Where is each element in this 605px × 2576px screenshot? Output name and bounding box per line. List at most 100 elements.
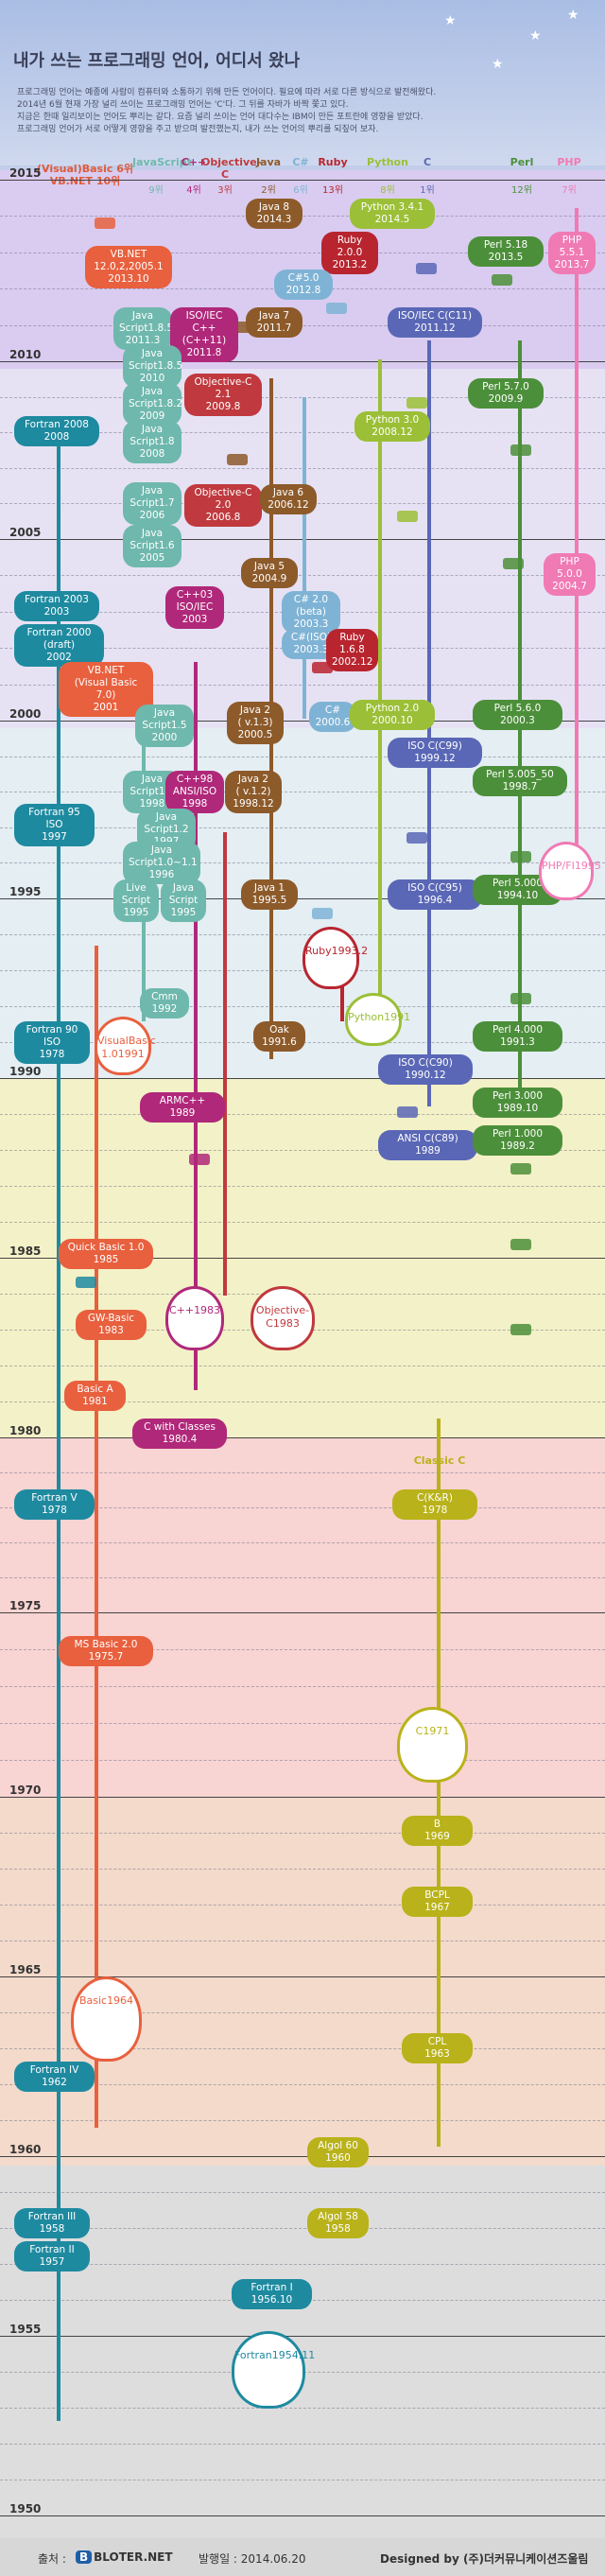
year-gridline [0, 252, 605, 253]
decade-line [0, 1612, 605, 1613]
version-node: Algol 58 1958 [307, 2208, 369, 2238]
version-node: Java Script1.7 2006 [123, 482, 182, 525]
description-line: 프로그래밍 언어는 예종에 사람이 컴퓨터와 소통하기 위해 만든 언어이다. … [17, 88, 437, 97]
decade-line [0, 361, 605, 362]
language-rank: 1위 [420, 185, 435, 196]
version-node: Fortran V 1978 [14, 1489, 95, 1520]
year-gridline [0, 1401, 605, 1402]
version-node: Java Script1.6 2005 [123, 525, 182, 567]
year-gridline [0, 1472, 605, 1473]
origin-node: Ruby1993.2 [302, 927, 368, 989]
language-rank: 12위 [511, 185, 532, 196]
year-gridline [0, 1114, 605, 1115]
version-node: Objective-C 2.0 2006.8 [184, 484, 262, 527]
version-node: Java Script1.0~1.1 1996 [123, 842, 200, 884]
language-rank: 13위 [322, 185, 343, 196]
description: 프로그래밍 언어는 예종에 사람이 컴퓨터와 소통하기 위해 만든 언어이다. … [17, 87, 565, 136]
classic-c-label: Classic C [413, 1454, 466, 1467]
year-gridline [0, 324, 605, 326]
version-node: Algol 60 1960 [307, 2137, 369, 2167]
origin-node: PHP/FI1995 [539, 842, 601, 900]
year-label: 1955 [9, 2323, 42, 2336]
page-title: 내가 쓰는 프로그래밍 언어, 어디서 왔나 [13, 51, 301, 71]
version-node: Python 3.0 2008.12 [354, 411, 430, 442]
year-label: 2000 [9, 707, 42, 721]
decade-line [0, 1976, 605, 1977]
version-node: Java Script1.5 2000 [135, 705, 194, 747]
version-node: ISO/IEC C++(C++11) 2011.8 [170, 307, 238, 362]
year-label: 2005 [9, 526, 42, 539]
language-name: (Visual)Basic 6위VB.NET 10위 [37, 163, 133, 187]
source-logo: B BLOTER.NET [76, 2550, 173, 2564]
version-node: Fortran 2008 2008 [14, 416, 99, 446]
version-node: C(K&R) 1978 [392, 1489, 477, 1520]
year-gridline [0, 1760, 605, 1761]
decorative-tab [510, 851, 531, 862]
version-node: Oak 1991.6 [253, 1021, 305, 1052]
language-name: Java [255, 156, 282, 168]
language-name: Ruby [318, 156, 348, 168]
year-gridline [0, 1905, 605, 1906]
year-gridline [0, 827, 605, 828]
decade-line [0, 1797, 605, 1798]
version-node: Ruby 1.6.8 2002.12 [326, 629, 378, 671]
decorative-tab [510, 1324, 531, 1335]
version-node: Live Script 1995 [113, 879, 159, 922]
version-node: C++98 ANSI/ISO 1998 [165, 771, 224, 813]
year-label: 1975 [9, 1599, 42, 1612]
version-node: Java 1 1995.5 [241, 879, 298, 910]
version-node: Cmm 1992 [140, 988, 189, 1018]
year-gridline [0, 1869, 605, 1870]
year-gridline [0, 216, 605, 218]
year-label: 1985 [9, 1244, 42, 1258]
footer: 출처 : B BLOTER.NET 발행일 : 2014.06.20 Design… [0, 2538, 605, 2576]
star-icon: ★ [567, 8, 579, 23]
version-node: Quick Basic 1.0 1985 [59, 1239, 153, 1269]
header: ★ ★ ★ ★ 내가 쓰는 프로그래밍 언어, 어디서 왔나 프로그래밍 언어는… [0, 0, 605, 165]
version-node: C++03 ISO/IEC 2003 [165, 586, 224, 629]
version-node: Fortran II 1957 [14, 2241, 90, 2271]
year-label: 1970 [9, 1784, 42, 1797]
version-node: Fortran 90 ISO 1978 [14, 1021, 90, 1064]
decorative-tab [406, 397, 427, 409]
year-gridline [0, 2048, 605, 2049]
language-name: JavaScript [132, 156, 192, 168]
version-node: Fortran 2003 2003 [14, 591, 99, 621]
version-node: Perl 5.005_50 1998.7 [473, 766, 567, 796]
language-rank: 4위 [186, 185, 201, 196]
version-node: Perl 5.18 2013.5 [468, 236, 544, 267]
lineage-line [378, 359, 382, 1021]
decorative-tab [76, 1277, 96, 1288]
version-node: ISO/IEC C(C11) 2011.12 [388, 307, 482, 338]
decorative-tab [503, 558, 524, 569]
version-node: Java 7 2011.7 [246, 307, 302, 338]
version-node: Fortran III 1958 [14, 2208, 90, 2238]
year-label: 1995 [9, 885, 42, 898]
version-node: BCPL 1967 [402, 1887, 473, 1917]
description-line: 프로그래밍 언어가 서로 어떻게 영향을 주고 받으며 발전했는지, 내가 쓰는… [17, 125, 379, 134]
version-node: Objective-C 2.1 2009.8 [184, 374, 262, 416]
language-rank: 2위 [261, 185, 276, 196]
year-label: 2010 [9, 348, 42, 361]
lineage-line [437, 1419, 441, 2147]
decorative-tab [397, 511, 418, 522]
year-gridline [0, 1222, 605, 1223]
version-node: C with Classes 1980.4 [132, 1419, 227, 1449]
decorative-tab [510, 993, 531, 1004]
decorative-tab [189, 1154, 210, 1165]
language-rank: 3위 [217, 185, 233, 196]
designer-credit: Designed by (주)더커뮤니케이션즈울림 [380, 2552, 589, 2566]
year-gridline [0, 1723, 605, 1724]
year-gridline [0, 2228, 605, 2229]
version-node: C#5.0 2012.8 [274, 270, 333, 300]
year-gridline [0, 970, 605, 971]
year-label: 1965 [9, 1963, 42, 1976]
version-node: Ruby 2.0.0 2013.2 [321, 232, 378, 274]
year-gridline [0, 1686, 605, 1687]
year-gridline [0, 1006, 605, 1007]
origin-node: Fortran1954.11 [232, 2331, 315, 2409]
year-gridline [0, 1507, 605, 1508]
decorative-tab [492, 274, 512, 286]
version-node: Basic A 1981 [64, 1381, 126, 1411]
language-name: PHP [557, 156, 581, 168]
